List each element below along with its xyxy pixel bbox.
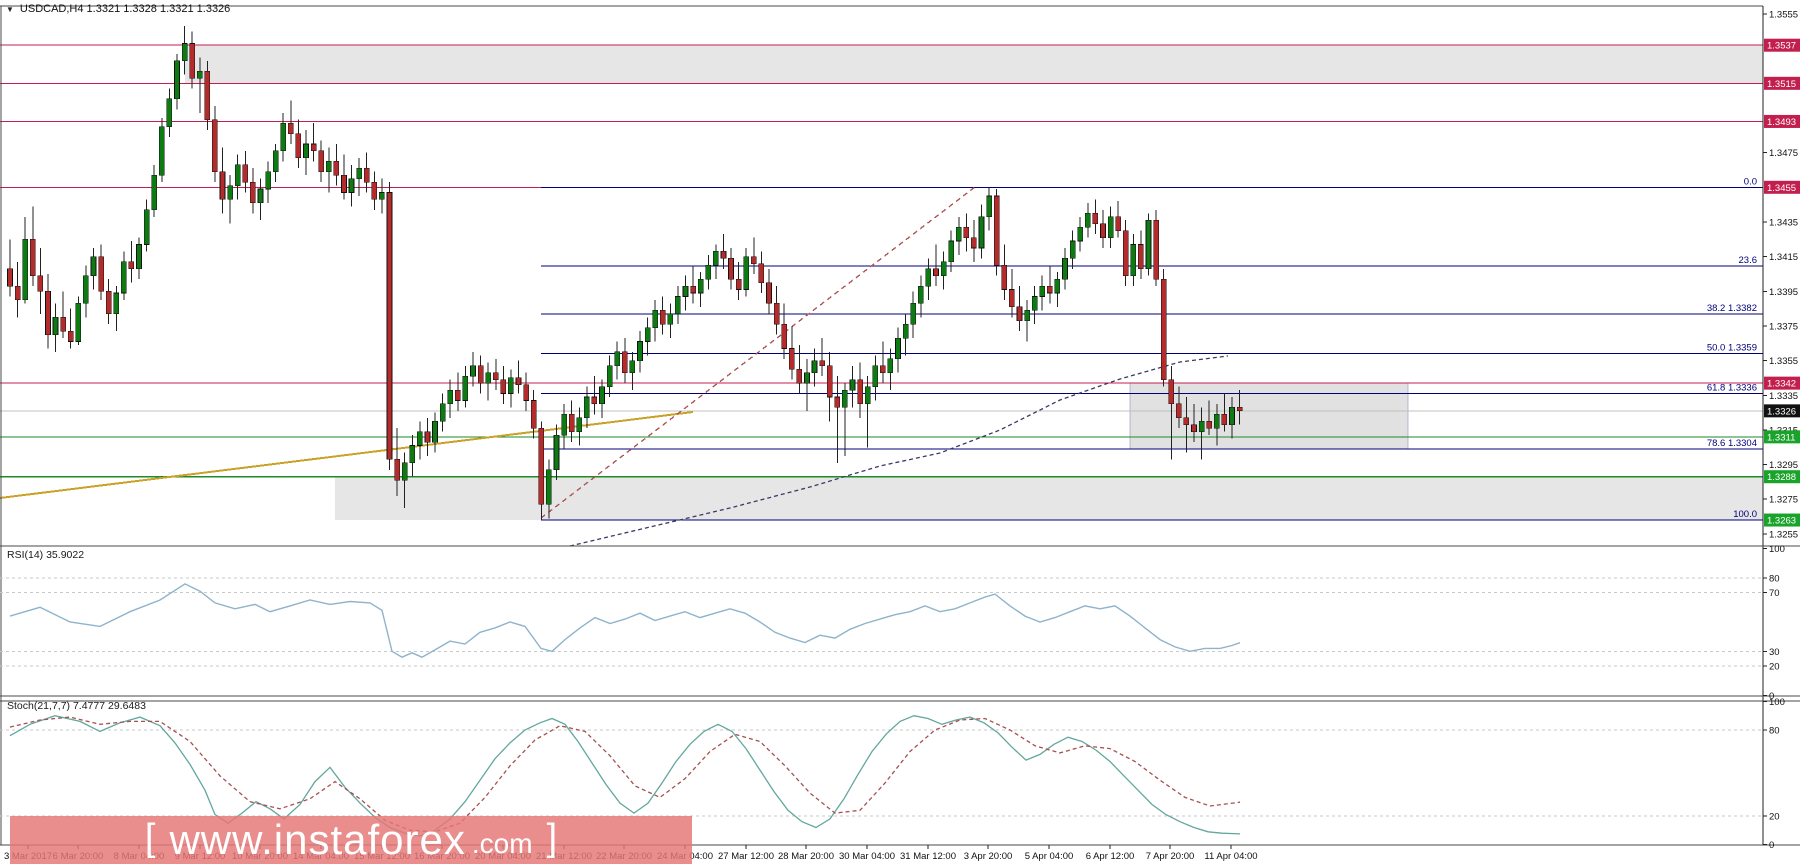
rsi-panel: 100 80 70 30 20 0 <box>0 544 1785 702</box>
svg-text:80: 80 <box>1769 573 1780 584</box>
gray-bands <box>185 45 1763 521</box>
svg-text:1.3435: 1.3435 <box>1769 217 1798 228</box>
svg-text:11 Apr 04:00: 11 Apr 04:00 <box>1204 851 1257 862</box>
svg-text:28 Mar 20:00: 28 Mar 20:00 <box>778 851 834 862</box>
svg-text:1.3295: 1.3295 <box>1769 460 1798 471</box>
svg-text:100: 100 <box>1769 544 1785 555</box>
stoch-signal-line <box>9 716 1241 833</box>
svg-text:1.3415: 1.3415 <box>1769 252 1798 263</box>
svg-text:1.3255: 1.3255 <box>1769 529 1798 540</box>
price-tags: 1.3537 1.3515 1.3493 1.3455 1.3342 1.3326 1.33… <box>1764 38 1800 527</box>
svg-text:23.6: 23.6 <box>1739 255 1758 266</box>
stoch-panel: 100 80 20 0 <box>0 697 1785 851</box>
svg-text:27 Mar 12:00: 27 Mar 12:00 <box>718 851 774 862</box>
svg-text:3 Apr 20:00: 3 Apr 20:00 <box>964 851 1013 862</box>
svg-text:1.3555: 1.3555 <box>1769 10 1798 21</box>
svg-text:30 Mar 04:00: 30 Mar 04:00 <box>839 851 895 862</box>
svg-text:100.0: 100.0 <box>1733 509 1757 520</box>
svg-text:1.3311: 1.3311 <box>1767 432 1795 443</box>
svg-text:1.3375: 1.3375 <box>1769 321 1798 332</box>
svg-text:1.3475: 1.3475 <box>1769 148 1798 159</box>
svg-text:1.3342: 1.3342 <box>1767 379 1796 390</box>
svg-text:6 Apr 12:00: 6 Apr 12:00 <box>1086 851 1135 862</box>
watermark-url-tld: .com <box>471 828 533 859</box>
svg-text:0.0: 0.0 <box>1744 176 1757 187</box>
watermark-url: www.instaforex <box>169 816 466 863</box>
rsi-indicator-label: RSI(14) 35.9022 <box>7 549 85 561</box>
svg-text:61.8 1.3336: 61.8 1.3336 <box>1707 383 1757 394</box>
stoch-main-line <box>9 715 1241 837</box>
svg-text:1.3263: 1.3263 <box>1767 516 1796 527</box>
svg-text:7 Apr 20:00: 7 Apr 20:00 <box>1146 851 1195 862</box>
svg-text:0: 0 <box>1769 691 1774 702</box>
rsi-line <box>9 583 1241 658</box>
svg-text:38.2 1.3382: 38.2 1.3382 <box>1707 303 1757 314</box>
svg-text:70: 70 <box>1769 588 1780 599</box>
svg-text:1.3515: 1.3515 <box>1767 79 1796 90</box>
instaforex-watermark: [ www.instaforex .com ] <box>10 816 692 864</box>
svg-text:0: 0 <box>1769 840 1774 851</box>
svg-text:1.3288: 1.3288 <box>1767 472 1796 483</box>
svg-text:1.3455: 1.3455 <box>1767 183 1796 194</box>
horizontal-lines <box>0 44 1763 478</box>
watermark-open-bracket: [ <box>144 817 156 859</box>
svg-text:1.3395: 1.3395 <box>1769 287 1798 298</box>
svg-text:20: 20 <box>1769 812 1780 823</box>
fibonacci-retracement: 0.0 23.6 38.2 1.3382 50.0 1.3359 61.8 1.3336… <box>541 176 1763 521</box>
symbol-dropdown-icon[interactable]: ▼ <box>6 4 14 14</box>
svg-text:1.3326: 1.3326 <box>1767 406 1796 417</box>
svg-text:80: 80 <box>1769 726 1780 737</box>
svg-text:1.3493: 1.3493 <box>1767 117 1796 128</box>
svg-text:1.3537: 1.3537 <box>1767 41 1796 52</box>
symbol-ohlc-title: USDCAD,H4 1.3321 1.3328 1.3321 1.3326 <box>19 3 231 15</box>
svg-text:50.0 1.3359: 50.0 1.3359 <box>1707 343 1757 354</box>
svg-text:1.3335: 1.3335 <box>1769 391 1798 402</box>
svg-text:5 Apr 04:00: 5 Apr 04:00 <box>1025 851 1074 862</box>
svg-text:78.6 1.3304: 78.6 1.3304 <box>1707 438 1757 449</box>
stoch-indicator-label: Stoch(21,7,7) 7.4777 29.6483 <box>7 700 146 712</box>
svg-text:1.3275: 1.3275 <box>1769 495 1798 506</box>
candles-series <box>7 26 1243 521</box>
svg-text:100: 100 <box>1769 697 1785 708</box>
svg-text:1.3355: 1.3355 <box>1769 356 1798 367</box>
svg-text:20: 20 <box>1769 662 1780 673</box>
chart-title-bar: ▼ USDCAD,H4 1.3321 1.3328 1.3321 1.3326 <box>6 3 230 15</box>
watermark-close-bracket: ] <box>546 817 558 859</box>
svg-text:31 Mar 12:00: 31 Mar 12:00 <box>900 851 956 862</box>
panel-borders <box>0 5 1800 846</box>
svg-text:30: 30 <box>1769 647 1780 658</box>
